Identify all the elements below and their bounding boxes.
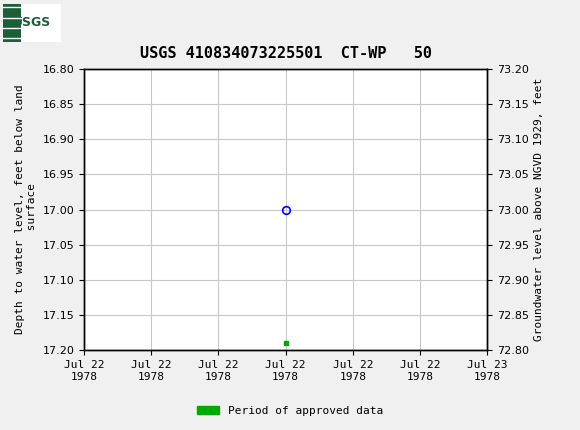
Bar	[3, 3, 61, 42]
Text: USGS: USGS	[13, 16, 51, 29]
Y-axis label: Groundwater level above NGVD 1929, feet: Groundwater level above NGVD 1929, feet	[535, 78, 545, 341]
Title: USGS 410834073225501  CT-WP   50: USGS 410834073225501 CT-WP 50	[140, 46, 432, 61]
Bar	[3, 3, 21, 42]
Legend: Period of approved data: Period of approved data	[193, 401, 387, 420]
Y-axis label: Depth to water level, feet below land
 surface: Depth to water level, feet below land su…	[15, 85, 37, 335]
